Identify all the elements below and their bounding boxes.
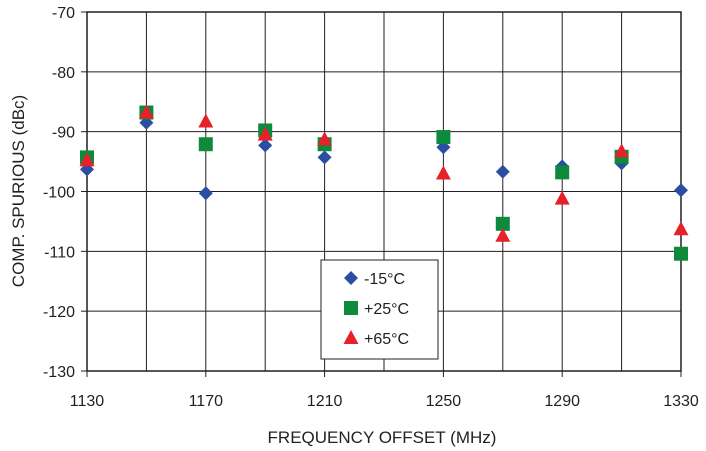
y-tick-label: -80 [52, 65, 75, 82]
data-point-square [495, 216, 510, 231]
y-tick-label: -70 [52, 5, 75, 22]
x-tick-label: 1210 [307, 393, 343, 410]
data-point-square [198, 137, 213, 152]
y-tick-label: -110 [44, 244, 75, 261]
y-tick-label: -120 [43, 304, 75, 321]
data-series [79, 104, 689, 261]
data-point-triangle [435, 165, 451, 180]
data-point-diamond [198, 186, 213, 201]
legend-marker-square [344, 301, 358, 315]
y-axis-ticks: -70 -80 -90 -100 -110 -120 -130 [43, 5, 87, 381]
data-point-triangle [317, 131, 333, 146]
data-point-triangle [614, 143, 630, 158]
data-point-triangle [138, 104, 154, 119]
x-tick-label: 1330 [663, 393, 699, 410]
legend-box [320, 259, 439, 360]
series-triangle [79, 104, 689, 242]
data-point-triangle [673, 221, 689, 236]
x-axis-title: FREQUENCY OFFSET (MHz) [268, 428, 497, 447]
x-tick-label: 1250 [426, 393, 462, 410]
data-point-triangle [257, 126, 273, 141]
y-tick-label: -100 [43, 185, 75, 202]
data-point-diamond [674, 183, 688, 198]
x-tick-label: 1170 [189, 393, 224, 410]
data-point-triangle [495, 227, 511, 242]
data-point-diamond [258, 138, 273, 153]
data-point-triangle [554, 190, 570, 205]
y-tick-label: -90 [52, 125, 75, 142]
legend-label: +65°C [364, 331, 409, 348]
x-axis-ticks: 1130 1170 1210 1250 1290 1330 [70, 371, 699, 410]
data-point-diamond [317, 150, 332, 165]
legend-label: -15°C [364, 271, 405, 288]
x-tick-label: 1290 [544, 393, 580, 410]
legend-label: +25°C [364, 301, 409, 318]
data-point-square [555, 165, 570, 180]
data-point-diamond [495, 164, 510, 179]
data-point-triangle [79, 152, 95, 167]
legend: -15°C +25°C +65°C [320, 259, 439, 360]
legend-marker-diamond [344, 271, 358, 285]
x-tick-label: 1130 [70, 393, 105, 410]
data-point-square [674, 246, 688, 261]
data-point-triangle [198, 113, 214, 128]
data-point-square [436, 130, 451, 145]
y-axis-title: COMP. SPURIOUS (dBc) [9, 95, 28, 287]
legend-marker-triangle [343, 330, 359, 344]
y-tick-label: -130 [43, 364, 75, 381]
